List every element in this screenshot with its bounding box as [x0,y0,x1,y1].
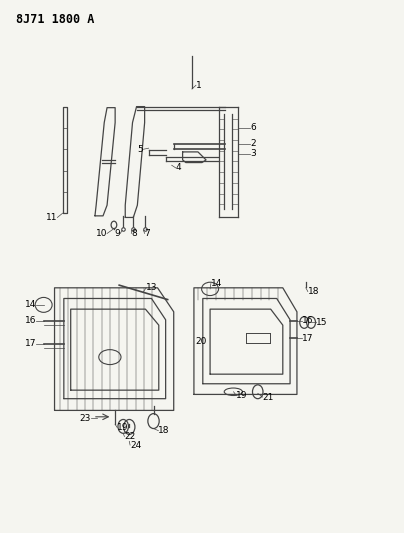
Text: 17: 17 [302,334,314,343]
Text: 19: 19 [117,423,128,432]
Text: 22: 22 [124,432,136,441]
Text: 7: 7 [145,229,150,238]
Text: 19: 19 [236,391,248,400]
Text: 4: 4 [176,164,181,172]
Text: 11: 11 [46,213,57,222]
Text: 13: 13 [146,284,158,292]
Text: 23: 23 [80,414,91,423]
Text: 6: 6 [250,124,256,132]
Text: 5: 5 [138,145,143,154]
Text: 2: 2 [250,140,256,148]
Text: 16: 16 [302,317,314,325]
Text: 14: 14 [25,301,36,309]
Text: 24: 24 [130,441,141,449]
Text: 9: 9 [115,229,120,238]
Text: 8: 8 [131,229,137,238]
Text: 8J71 1800 A: 8J71 1800 A [16,13,95,26]
Text: 18: 18 [158,426,170,435]
Text: 16: 16 [25,317,36,325]
Text: 17: 17 [25,340,36,348]
Text: 10: 10 [96,229,107,238]
Text: 20: 20 [196,337,207,345]
Text: 18: 18 [308,287,319,296]
Text: 3: 3 [250,149,256,158]
Text: 1: 1 [196,81,202,90]
Text: 15: 15 [316,318,327,327]
Text: 14: 14 [211,279,222,288]
Text: 21: 21 [263,393,274,401]
